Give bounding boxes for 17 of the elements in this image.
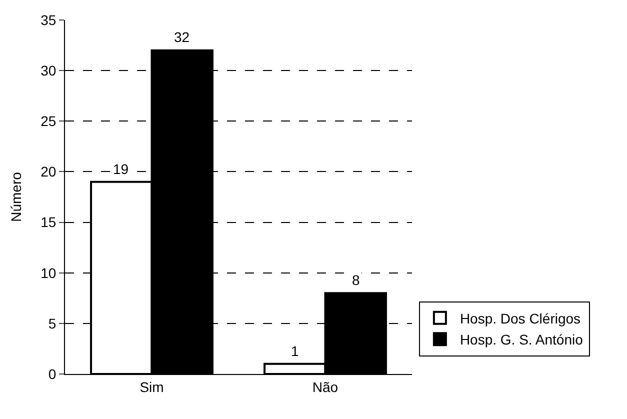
legend-label: Hosp. G. S. António: [460, 332, 584, 348]
y-axis-title: Número: [8, 172, 24, 222]
y-tick-label: 10: [40, 264, 56, 281]
y-tick-label: 0: [48, 366, 56, 382]
y-tick-label: 30: [40, 62, 56, 78]
data-label: 32: [174, 29, 190, 45]
y-tick-label: 5: [48, 315, 56, 332]
data-label: 19: [113, 161, 129, 177]
y-tick-label: 20: [40, 164, 56, 180]
y-tick-label: 25: [40, 113, 56, 130]
y-tick-label: 35: [40, 12, 56, 28]
data-label: 8: [352, 272, 360, 288]
data-label: 1: [291, 343, 299, 359]
x-tick-label: Sim: [140, 378, 164, 395]
legend-label: Hosp. Dos Clérigos: [460, 310, 581, 326]
x-tick-label: Não: [312, 378, 338, 395]
y-tick-label: 15: [40, 214, 56, 230]
